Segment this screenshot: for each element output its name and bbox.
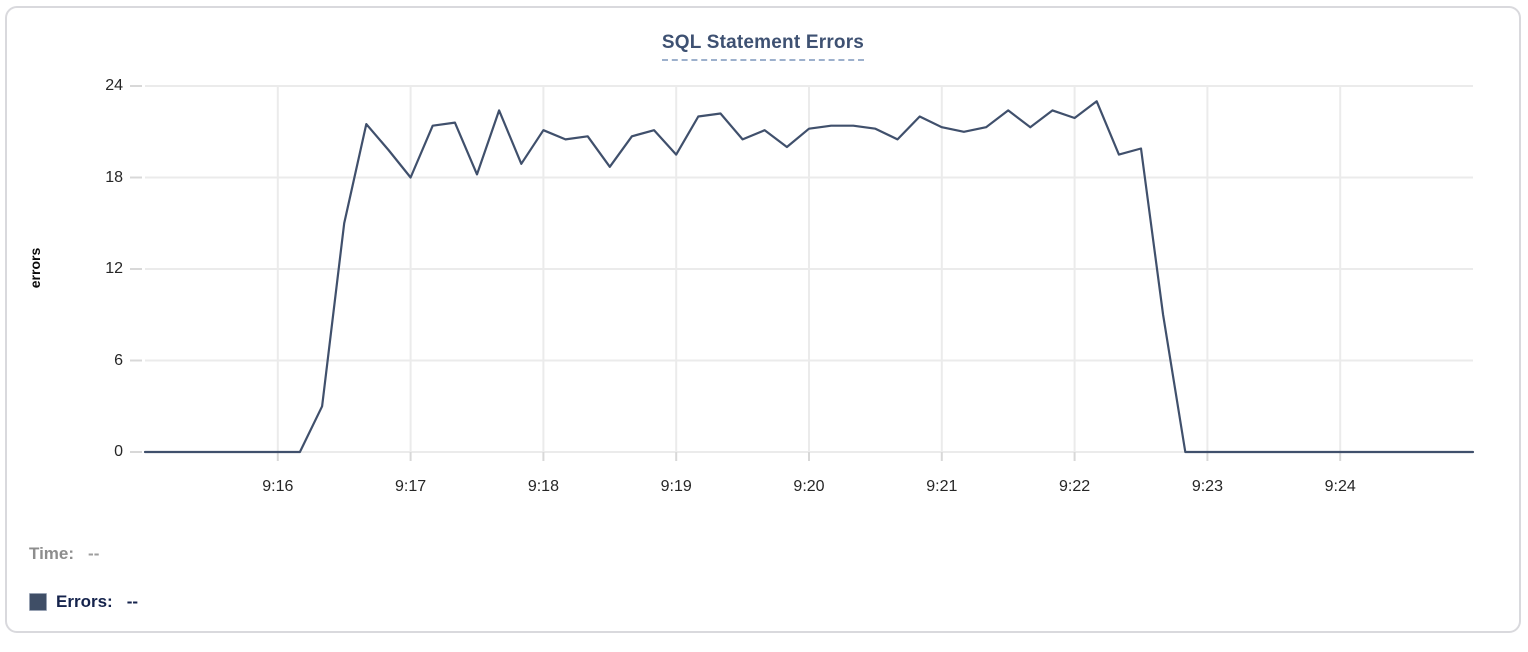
errors-series-line <box>143 100 1475 454</box>
y-tick-label: 12 <box>105 260 123 277</box>
chart-title[interactable]: SQL Statement Errors <box>661 32 865 61</box>
time-label: Time: <box>29 544 75 563</box>
time-value: -- <box>88 544 100 563</box>
x-tick-label: 9:23 <box>1191 478 1223 495</box>
x-tick-label: 9:24 <box>1324 478 1356 495</box>
y-tick-label: 24 <box>105 77 123 94</box>
x-tick-label: 9:22 <box>1059 478 1091 495</box>
y-tick-label: 6 <box>114 351 123 369</box>
chart-plot-area[interactable] <box>7 8 1523 528</box>
y-tick-label: 18 <box>105 168 123 186</box>
x-tick-label: 9:20 <box>793 478 825 495</box>
y-axis-title: errors <box>27 247 43 289</box>
chart-header: SQL Statement Errors <box>7 32 1519 61</box>
x-tick-label: 9:17 <box>395 478 427 495</box>
errors-value: -- <box>126 592 139 611</box>
x-tick-label: 9:18 <box>527 478 559 495</box>
x-tick-label: 9:16 <box>262 478 294 495</box>
readout-errors-row: Errors: -- <box>29 592 138 612</box>
errors-series-swatch <box>29 593 47 611</box>
y-tick-label: 0 <box>114 443 123 460</box>
chart-card: SQL Statement Errors 0 6 12 18 24 9:16 9:17 9:1… <box>5 6 1521 633</box>
x-tick-label: 9:19 <box>660 478 692 495</box>
errors-label: Errors: <box>56 592 113 611</box>
x-tick-label: 9:21 <box>926 478 958 495</box>
chart-area: 0 6 12 18 24 9:16 9:17 9:18 9:19 9:20 9:21 9:22 9:23… <box>7 8 1519 528</box>
readout-time-row: Time: -- <box>29 544 99 564</box>
